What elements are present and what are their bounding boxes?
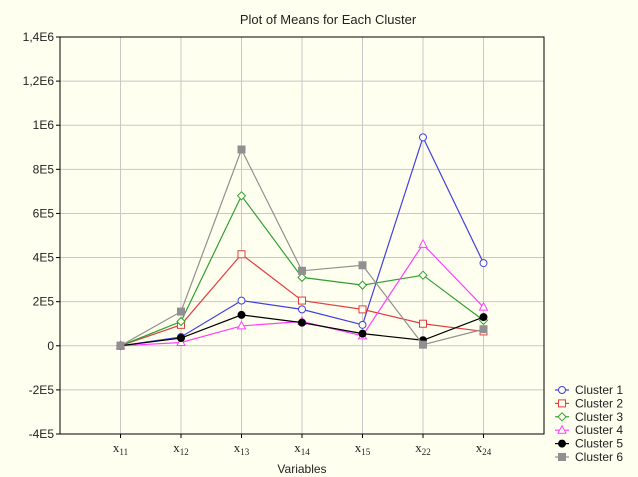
legend-marker [558,453,566,461]
legend-label: Cluster 2 [575,396,623,410]
data-point [358,320,367,329]
data-point [358,261,367,270]
y-tick-label: 1E6 [33,118,55,132]
x-tick-label: x13 [234,440,250,457]
x-axis-ticks: x11 x12 x13 x14 x15 x22 x24 [113,434,492,457]
data-point [298,296,306,305]
data-point [237,145,246,154]
data-point [177,334,185,343]
data-point [177,307,185,316]
data-point [478,301,489,311]
y-tick-label: 2E5 [33,295,55,309]
data-point [176,316,186,327]
legend-item: Cluster 3 [555,410,623,424]
x-tick-label: x24 [476,440,492,457]
x-tick-label: x15 [355,440,371,457]
y-tick-label: 1,4E6 [23,30,55,44]
legend-item: Cluster 1 [555,383,623,397]
y-tick-label: 4E5 [33,251,55,265]
y-tick-label: 0 [47,339,54,353]
legend-marker [557,412,567,422]
data-point [418,238,428,248]
grid [60,36,544,435]
legend-label: Cluster 6 [575,450,623,464]
data-point [479,325,488,334]
data-point [479,259,488,268]
x-axis-label: Variables [277,462,326,476]
data-point [298,305,306,314]
y-tick-label: -2E5 [29,383,55,397]
data-point [479,313,488,322]
data-point [237,250,246,259]
data-point [419,133,427,142]
data-point [298,266,306,275]
data-point [419,340,427,349]
x-tick-label: x11 [113,440,128,457]
legend-label: Cluster 3 [575,410,623,424]
data-point [297,272,307,283]
legend-marker [558,439,566,448]
data-point [357,280,368,290]
legend-item: Cluster 5 [555,437,623,451]
y-axis-ticks: 1,4E6 1,2E6 1E6 8E5 6E5 4E5 2E5 0 -2E5 -4E5 [23,30,60,441]
legend-item: Cluster 2 [555,396,623,410]
data-point [236,320,247,330]
legend-marker [558,399,566,408]
y-tick-label: 1,2E6 [23,74,55,88]
legend-label: Cluster 1 [575,383,623,397]
data-point [237,310,246,319]
data-point [237,296,246,305]
legend-marker [557,424,567,434]
x-tick-label: x22 [415,440,431,457]
legend-label: Cluster 4 [575,423,623,437]
series-6 [116,145,488,350]
legend-item: Cluster 4 [555,423,623,437]
data-point [358,329,367,338]
data-point [236,191,247,201]
x-tick-label: x12 [173,440,189,457]
data-point [116,341,125,350]
legend-marker [558,386,566,394]
data-point [298,318,306,327]
y-tick-label: 6E5 [33,206,55,220]
x-tick-label: x14 [294,440,310,457]
legend-label: Cluster 5 [575,437,623,451]
legend-item: Cluster 6 [555,450,623,464]
series-lines [115,133,489,351]
y-tick-label: -4E5 [29,427,55,441]
data-point [418,270,428,280]
chart-title: Plot of Means for Each Cluster [240,12,417,27]
y-tick-label: 8E5 [33,162,55,176]
data-point [358,305,367,314]
data-point [419,319,427,328]
